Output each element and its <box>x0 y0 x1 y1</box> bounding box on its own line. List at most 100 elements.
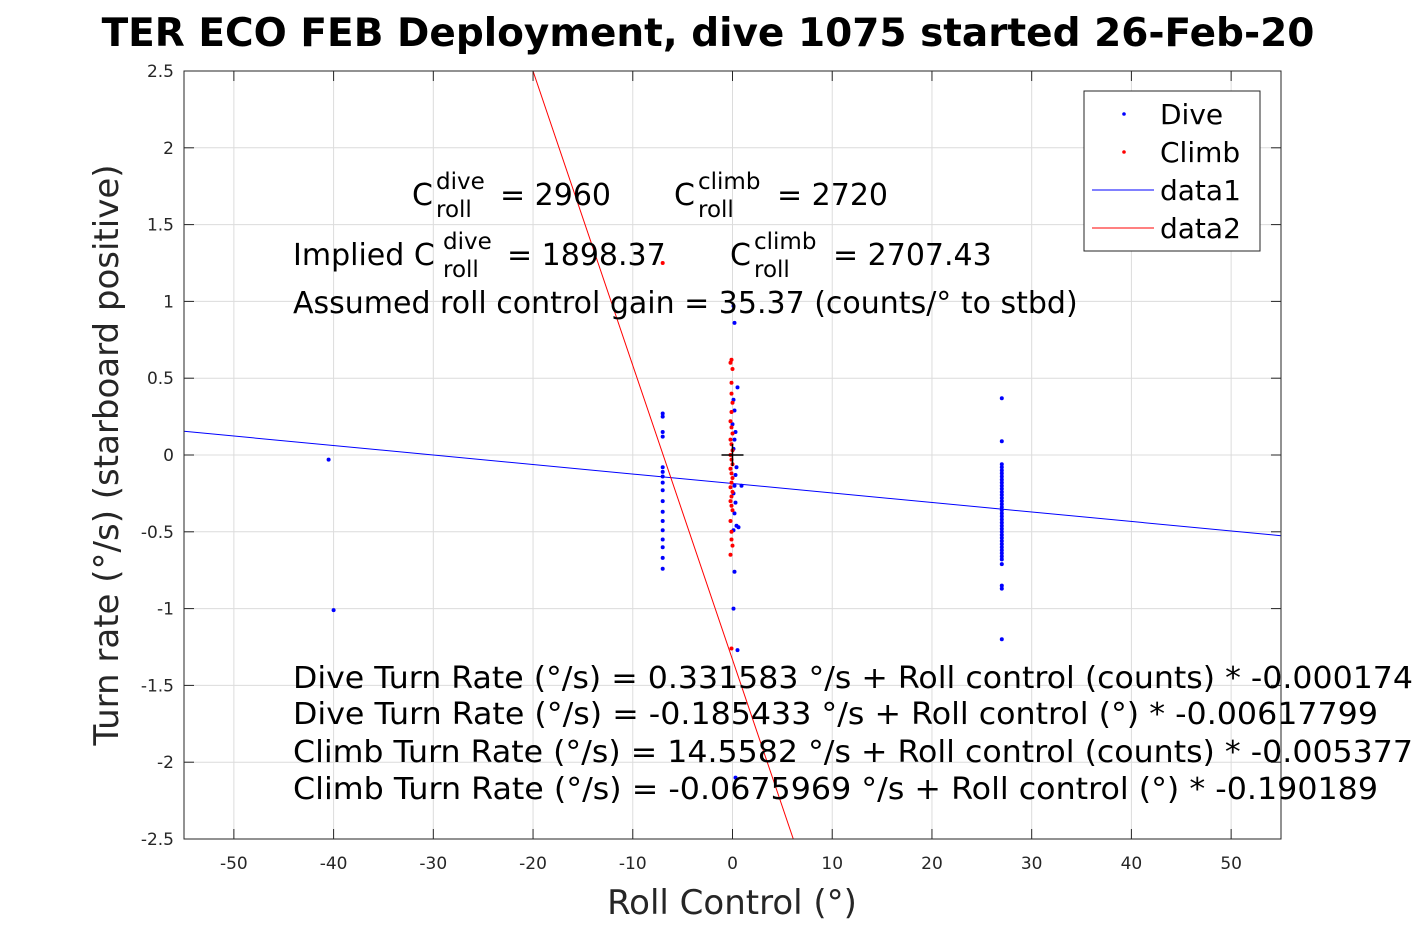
x-tick-label: 0 <box>727 854 738 874</box>
implied-climb-symbol: C <box>730 238 751 273</box>
climb-point <box>729 494 734 499</box>
y-tick-label: -0.5 <box>141 523 174 543</box>
dive-point <box>331 608 336 613</box>
y-tick-label: 1 <box>163 292 174 312</box>
climb-point <box>730 508 735 513</box>
climb-point <box>729 503 734 508</box>
implied-climb-sub: roll <box>754 257 790 283</box>
dive-point <box>999 502 1004 507</box>
fit-equation-dive-counts: Dive Turn Rate (°/s) = 0.331583 °/s + Ro… <box>293 661 1413 696</box>
dive-point <box>999 499 1004 504</box>
dive-point <box>660 430 665 434</box>
y-tick-label: 0.5 <box>147 369 174 389</box>
dive-point <box>660 488 665 493</box>
dive-point <box>999 480 1004 485</box>
c-roll-dive-value: = 2960 <box>500 178 611 213</box>
c-roll-climb-value: = 2720 <box>777 178 888 213</box>
climb-point <box>730 400 735 405</box>
dive-point <box>660 566 665 571</box>
dive-point <box>999 542 1004 547</box>
y-tick-label: 2 <box>163 139 174 159</box>
x-tick-label: 30 <box>1021 854 1043 874</box>
climb-point <box>729 380 734 385</box>
x-tick-label: -50 <box>220 854 248 874</box>
dive-point <box>999 545 1004 550</box>
dive-point <box>999 468 1004 473</box>
dive-point <box>999 477 1004 482</box>
dive-point <box>730 422 735 427</box>
roll-control-gain-annotation: Assumed roll control gain = 35.37 (count… <box>293 286 1078 321</box>
dive-point <box>999 551 1004 556</box>
y-tick-label: -1 <box>157 600 174 620</box>
axis-ticks <box>184 70 1281 840</box>
dive-point <box>732 437 737 442</box>
dive-point <box>999 439 1004 444</box>
dive-point <box>732 511 737 516</box>
dive-point <box>660 519 665 523</box>
dive-point <box>999 583 1004 588</box>
dive-point <box>999 462 1004 467</box>
climb-point <box>729 480 734 485</box>
legend: Dive Climb data1 data2 <box>1083 90 1261 252</box>
dive-point <box>999 474 1004 479</box>
dive-point <box>660 474 665 479</box>
dive-point <box>735 648 740 653</box>
c-roll-climb-annotation: C climb roll = 2720 <box>674 169 888 223</box>
dive-point <box>999 557 1004 562</box>
implied-c-roll-annotation: Implied C dive roll = 1898.37 C climb ro… <box>293 229 992 283</box>
climb-point <box>728 519 733 523</box>
climb-point <box>730 367 735 371</box>
c-roll-dive-symbol: C <box>412 178 433 213</box>
x-tick-label: 20 <box>921 854 943 874</box>
fit-equation-climb-counts: Climb Turn Rate (°/s) = 14.5582 °/s + Ro… <box>293 735 1413 770</box>
implied-climb-value: = 2707.43 <box>833 238 992 273</box>
climb-point <box>730 543 735 548</box>
implied-dive-sup: dive <box>443 229 492 255</box>
y-tick-label: 1.5 <box>147 216 174 236</box>
dive-point <box>999 508 1004 513</box>
dive-point <box>732 483 737 488</box>
climb-point <box>729 425 734 430</box>
dive-point <box>660 537 665 542</box>
dive-point <box>999 517 1004 522</box>
dive-point <box>999 486 1004 491</box>
dive-point <box>660 414 665 419</box>
dive-point <box>660 434 665 439</box>
dive-point <box>999 539 1004 543</box>
climb-point <box>728 485 733 490</box>
c-roll-climb-sup: climb <box>698 169 760 195</box>
y-tick-label: -2 <box>157 753 174 773</box>
dive-point <box>999 554 1004 559</box>
y-tick-label: -2.5 <box>141 830 174 850</box>
x-tick-labels: -50 -40 -30 -20 -10 0 10 20 30 40 50 <box>220 854 1242 874</box>
dive-point <box>999 514 1004 519</box>
y-tick-label: 2.5 <box>147 62 174 82</box>
dive-point <box>660 465 665 470</box>
legend-marker-dive <box>1122 112 1126 116</box>
climb-point <box>660 261 665 265</box>
legend-label-data1: data1 <box>1160 174 1241 207</box>
implied-dive-value: = 1898.37 <box>507 238 666 273</box>
dive-point <box>999 483 1004 488</box>
implied-climb-sup: climb <box>754 229 816 255</box>
climb-point <box>729 391 734 396</box>
dive-point <box>999 548 1004 553</box>
fit-equation-climb-degrees: Climb Turn Rate (°/s) = -0.0675969 °/s +… <box>293 772 1378 807</box>
dive-point <box>732 320 737 325</box>
climb-point <box>728 437 733 442</box>
dive-point <box>999 505 1004 510</box>
dive-point <box>999 523 1004 528</box>
climb-point <box>728 419 733 424</box>
dive-point <box>731 397 736 402</box>
legend-label-dive: Dive <box>1160 98 1223 131</box>
dive-point <box>735 385 740 390</box>
climb-point <box>729 646 734 651</box>
dive-point <box>999 637 1004 642</box>
x-tick-label: -10 <box>619 854 647 874</box>
x-tick-label: -40 <box>320 854 348 874</box>
x-tick-label: -30 <box>419 854 447 874</box>
chart-title: TER ECO FEB Deployment, dive 1075 starte… <box>102 11 1315 56</box>
legend-label-data2: data2 <box>1160 212 1241 245</box>
dive-point <box>999 529 1004 534</box>
